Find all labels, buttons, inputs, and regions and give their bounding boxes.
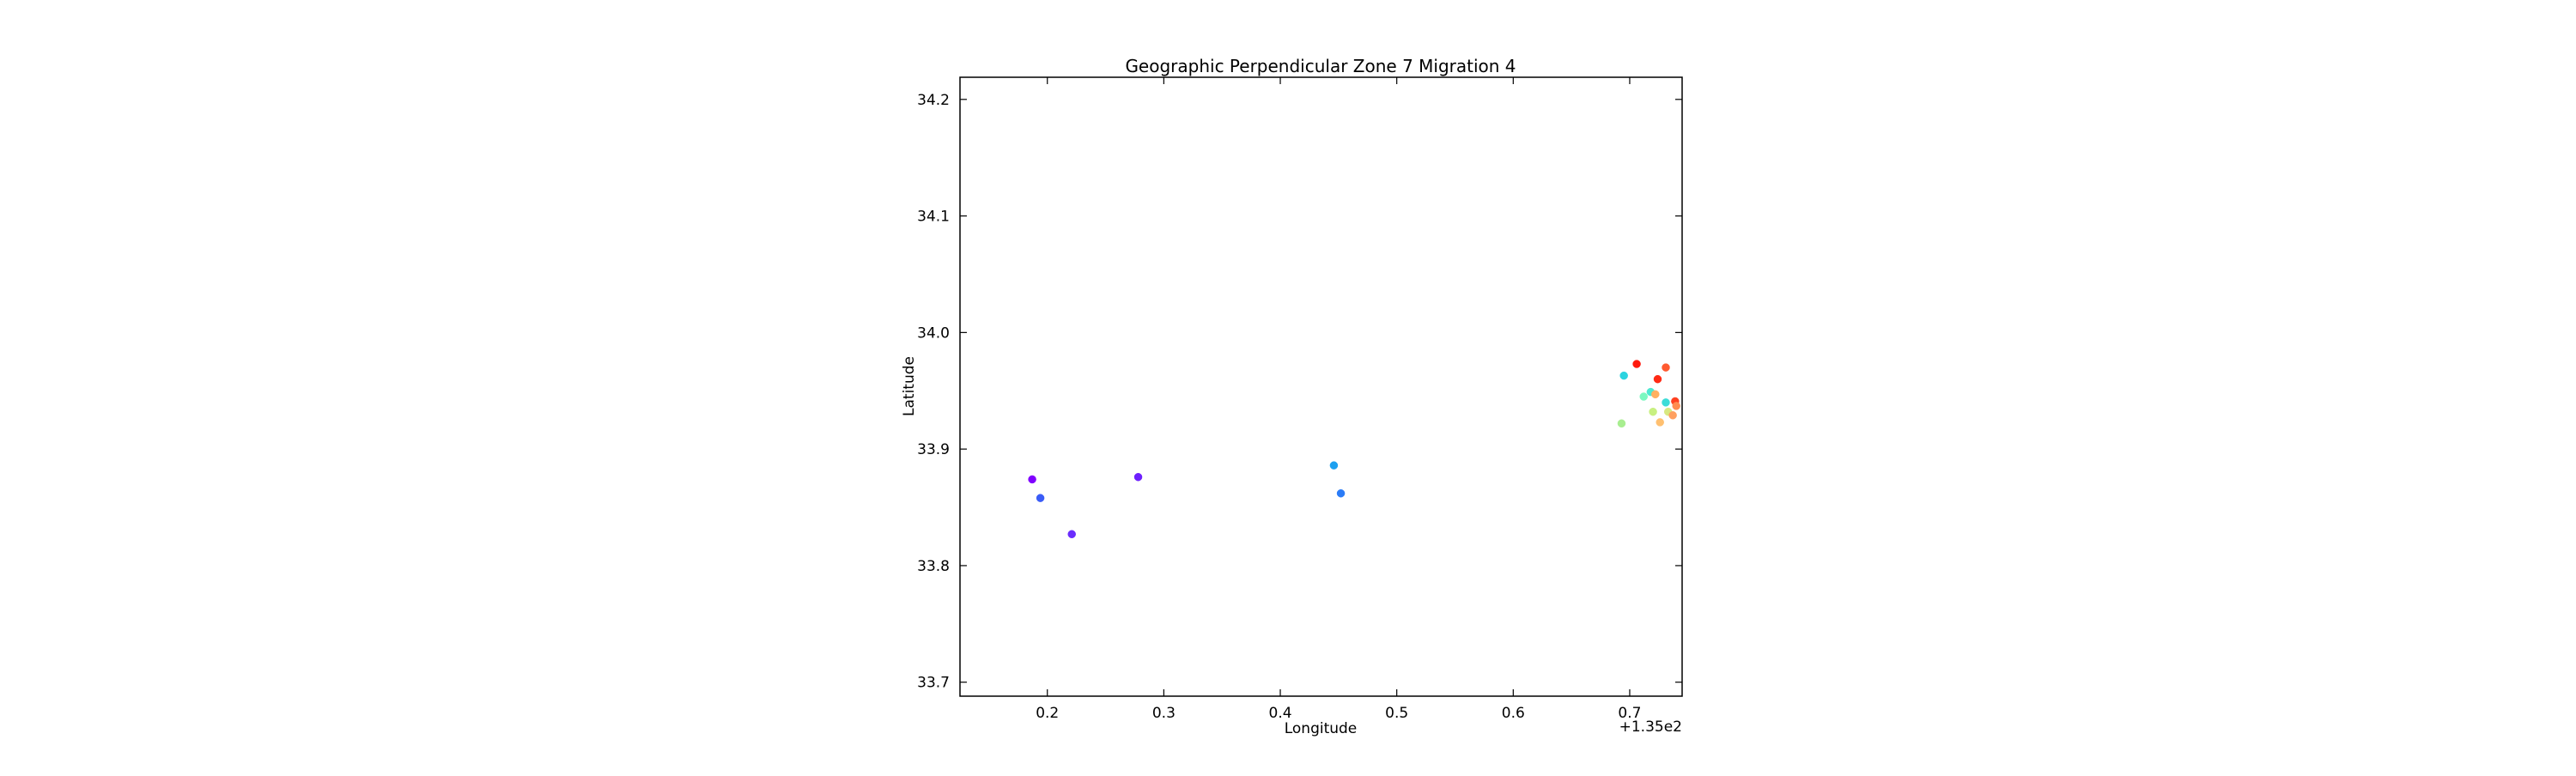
x-tick-label: 0.7: [1618, 705, 1641, 722]
data-point: [1036, 494, 1045, 502]
x-axis-offset-label: +1.35e2: [1619, 718, 1682, 736]
plot-area: [959, 76, 1683, 697]
data-point: [1653, 374, 1662, 384]
y-tick-label: 33.7: [917, 675, 950, 692]
data-point: [1619, 371, 1628, 380]
axis-ticks: 0.2 0.3 0.4 0.5 0.6 0.7 33.7 33.8 33.9 34.0 34.1 34…: [917, 77, 1682, 722]
data-point: [1649, 407, 1657, 416]
data-point: [1617, 419, 1626, 428]
data-point: [1336, 488, 1346, 498]
data-point: [1662, 398, 1670, 407]
x-tick-label: 0.2: [1036, 705, 1059, 722]
x-tick-label: 0.3: [1152, 705, 1176, 722]
x-axis-label: Longitude: [1285, 720, 1358, 737]
chart-title: Geographic Perpendicular Zone 7 Migratio…: [1125, 56, 1516, 76]
x-tick-label: 0.4: [1269, 705, 1292, 722]
data-point: [1662, 363, 1670, 372]
data-point: [1672, 402, 1680, 410]
y-tick-label: 33.8: [917, 558, 950, 575]
data-point: [1133, 472, 1143, 482]
y-tick-label: 34.2: [917, 92, 950, 109]
data-point: [1028, 475, 1036, 484]
y-axis-label: Latitude: [901, 356, 918, 416]
x-tick-label: 0.5: [1385, 705, 1408, 722]
y-tick-label: 34.0: [917, 324, 950, 342]
data-points: [1028, 360, 1680, 539]
y-tick-label: 33.9: [917, 441, 950, 458]
data-point: [1632, 360, 1641, 368]
x-tick-label: 0.6: [1502, 705, 1525, 722]
data-point: [1639, 392, 1648, 401]
data-point: [1668, 411, 1677, 420]
data-point: [1067, 530, 1076, 539]
data-point: [1329, 461, 1339, 470]
y-tick-label: 34.1: [917, 209, 950, 226]
data-point: [1656, 418, 1664, 427]
data-point: [1651, 390, 1660, 399]
